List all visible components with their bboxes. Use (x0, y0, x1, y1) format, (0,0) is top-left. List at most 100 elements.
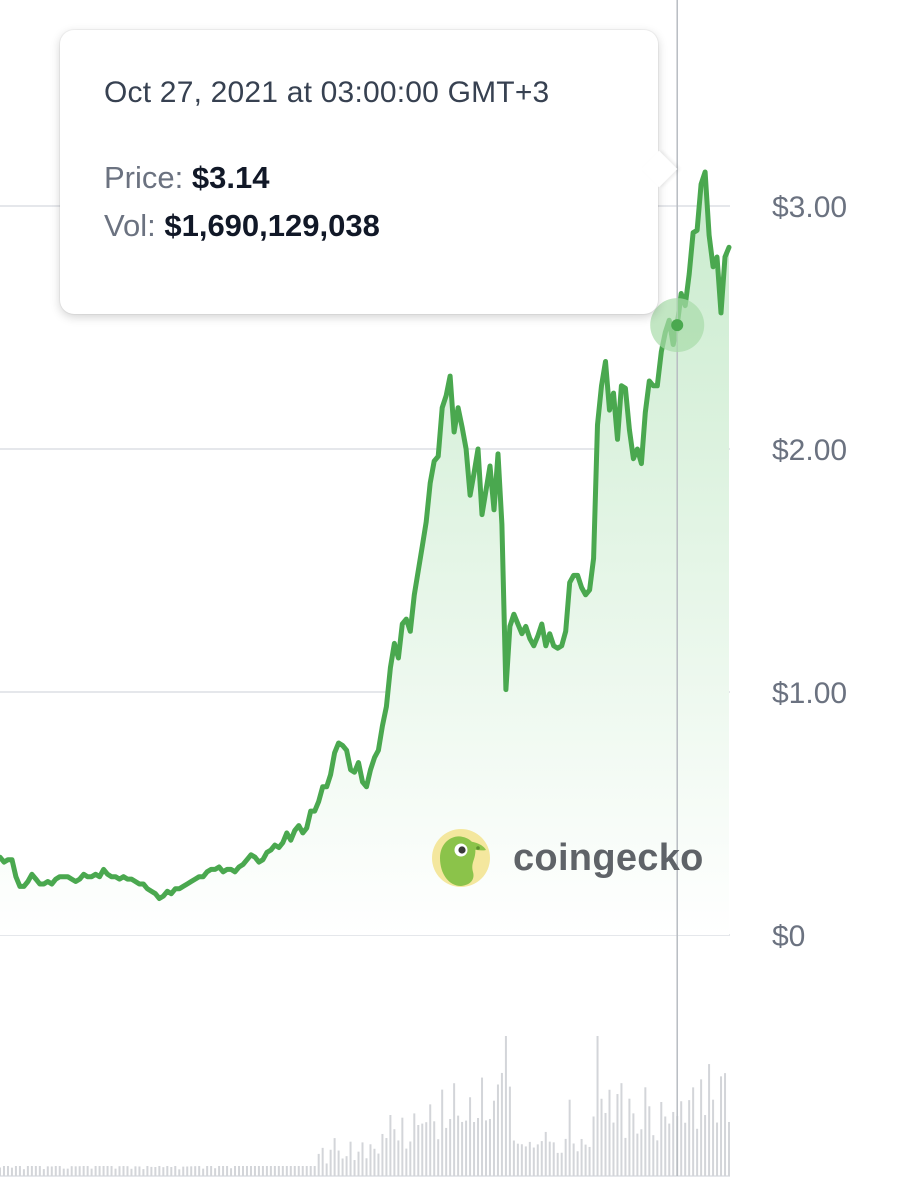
volume-bar (724, 1073, 727, 1176)
volume-bar (281, 1166, 284, 1176)
volume-bar (556, 1152, 559, 1176)
volume-bar (305, 1166, 308, 1176)
volume-bar (34, 1166, 37, 1176)
volume-bar (146, 1166, 149, 1176)
volume-bar (560, 1152, 563, 1176)
volume-bar (385, 1138, 388, 1176)
volume-bar (26, 1166, 29, 1176)
volume-bar (301, 1166, 304, 1176)
y-axis: $3.00 $2.00 $1.00 $0 (772, 191, 847, 953)
volume-bar (477, 1118, 480, 1176)
volume-bar (449, 1119, 452, 1176)
tooltip-volume-label: Vol: (104, 208, 156, 243)
price-line (0, 169, 732, 901)
volume-bar (504, 1036, 507, 1176)
volume-bar (277, 1166, 280, 1176)
volume-bar (54, 1166, 57, 1176)
volume-bar (30, 1166, 33, 1176)
volume-bar (632, 1113, 635, 1176)
volume-bar (361, 1142, 364, 1176)
volume-bar (353, 1160, 356, 1176)
volume-bar (524, 1146, 527, 1176)
volume-bar (548, 1141, 551, 1176)
volume-bar (373, 1148, 376, 1176)
volume-bar (540, 1141, 543, 1176)
volume-bar (174, 1166, 177, 1176)
volume-bar (158, 1166, 161, 1176)
volume-bar (664, 1116, 667, 1176)
y-tick-label: $3.00 (772, 191, 847, 224)
volume-bar (684, 1122, 687, 1176)
volume-bar (118, 1166, 121, 1176)
volume-bar (321, 1147, 324, 1176)
volume-bar (481, 1077, 484, 1176)
volume-bar (102, 1166, 105, 1176)
volume-bar (198, 1166, 201, 1176)
volume-bar (492, 1100, 495, 1176)
volume-bar (564, 1138, 567, 1176)
volume-bar (604, 1112, 607, 1176)
volume-bar (552, 1142, 555, 1176)
tooltip-volume-row: Vol: $1,690,129,038 (104, 208, 658, 244)
volume-bar (369, 1144, 372, 1176)
volume-bar (234, 1166, 237, 1176)
volume-bar (110, 1166, 113, 1176)
volume-bar (10, 1167, 13, 1176)
volume-bar (313, 1166, 316, 1176)
volume-bar (253, 1166, 256, 1176)
tooltip-price-value: $3.14 (191, 160, 270, 195)
volume-bar (341, 1158, 344, 1176)
volume-bar (210, 1166, 213, 1176)
volume-bar (154, 1167, 157, 1176)
volume-bar (712, 1099, 715, 1176)
volume-bar (365, 1158, 368, 1176)
volume-bar (544, 1131, 547, 1176)
volume-bar (528, 1141, 531, 1176)
volume-bar (437, 1139, 440, 1176)
volume-bar (668, 1123, 671, 1176)
volume-bar (457, 1115, 460, 1176)
tooltip-price-label: Price: (104, 160, 184, 195)
volume-bar (672, 1111, 675, 1176)
volume-bar (58, 1166, 61, 1176)
volume-bar (242, 1166, 244, 1176)
volume-bar (496, 1084, 499, 1176)
volume-bar (66, 1168, 69, 1176)
volume-bar (257, 1166, 260, 1176)
volume-bar (516, 1143, 519, 1176)
volume-bar (628, 1098, 631, 1176)
volume-bar (82, 1166, 85, 1176)
volume-bar (441, 1089, 444, 1176)
y-tick-label: $2.00 (772, 434, 847, 467)
volume-bar (222, 1166, 225, 1176)
volume-bar (389, 1115, 392, 1176)
volume-bar (636, 1133, 639, 1176)
volume-bar (166, 1166, 169, 1176)
volume-bar (150, 1166, 153, 1176)
volume-bar (716, 1122, 719, 1176)
volume-bar (688, 1100, 691, 1176)
y-tick-label: $0 (772, 920, 805, 953)
volume-bar (728, 1121, 730, 1176)
tooltip-volume-value: $1,690,129,038 (164, 208, 380, 243)
volume-bar (616, 1094, 619, 1176)
volume-bar (70, 1166, 73, 1176)
volume-bar (700, 1079, 703, 1176)
volume-bar (46, 1166, 49, 1176)
volume-bar (680, 1101, 683, 1176)
volume-bar (584, 1144, 587, 1176)
volume-bar (433, 1121, 436, 1176)
volume-bar (612, 1122, 615, 1176)
volume-bar (488, 1118, 491, 1176)
volume-bar (194, 1166, 197, 1176)
price-area-fill (0, 172, 729, 935)
volume-bar (429, 1104, 432, 1176)
volume-bar (190, 1166, 193, 1176)
volume-bar (325, 1163, 328, 1176)
volume-bar (265, 1166, 268, 1176)
volume-bar (624, 1137, 627, 1176)
volume-bar (708, 1064, 711, 1176)
volume-bar (74, 1166, 77, 1176)
volume-bar (269, 1166, 272, 1176)
volume-bar (656, 1140, 659, 1176)
